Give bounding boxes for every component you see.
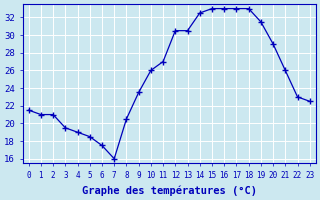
X-axis label: Graphe des températures (°C): Graphe des températures (°C) — [82, 185, 257, 196]
